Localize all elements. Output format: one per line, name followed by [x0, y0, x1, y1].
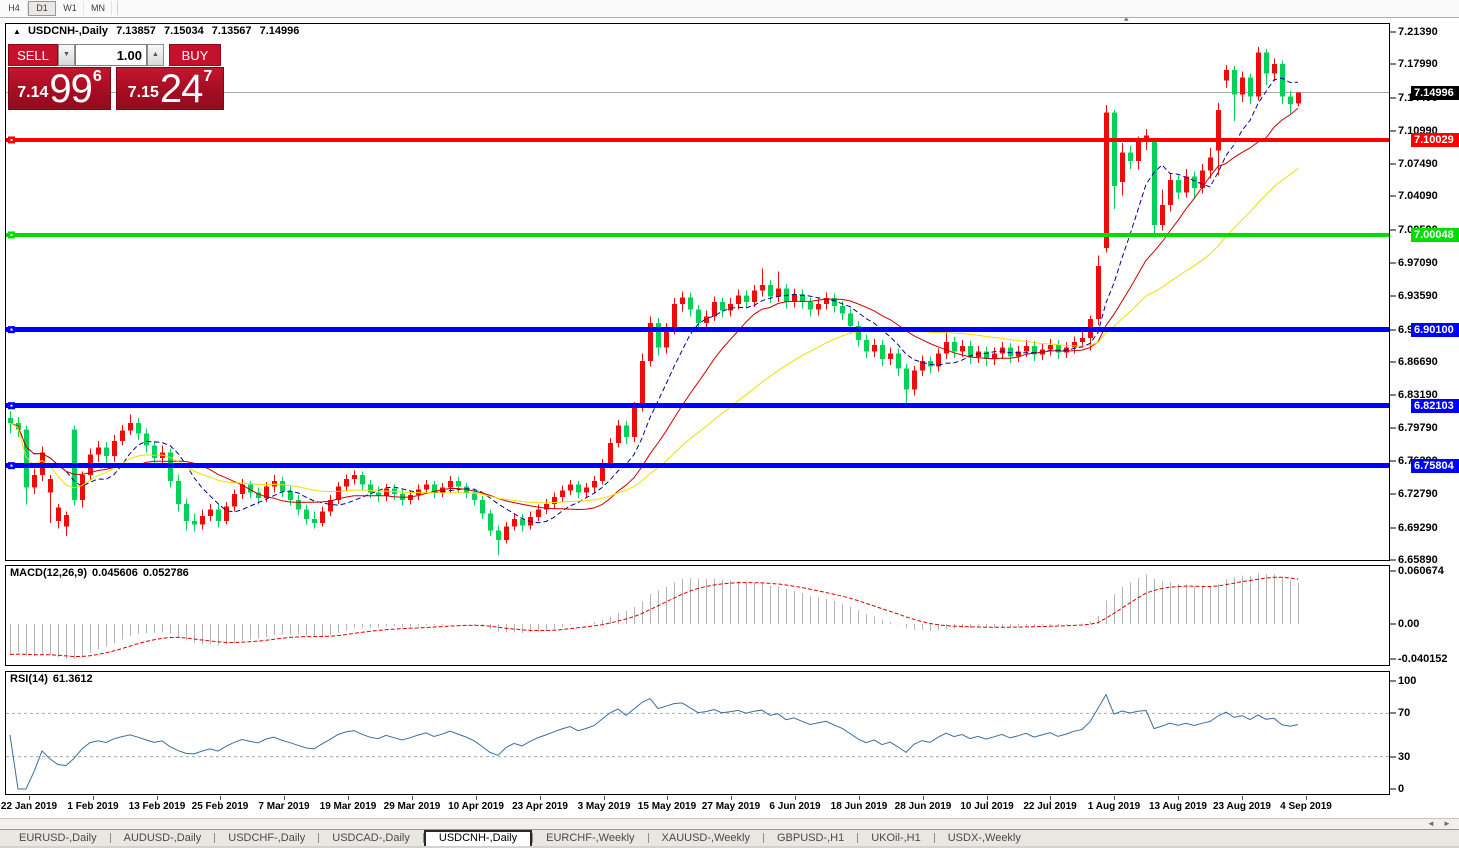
- rsi-label: RSI(14) 61.3612: [10, 673, 93, 685]
- scroll-left-icon[interactable]: ◄: [1427, 819, 1435, 828]
- macd-label: MACD(12,26,9) 0.045606 0.052786: [10, 567, 189, 579]
- buy-button[interactable]: BUY: [169, 44, 221, 66]
- collapse-triangle-icon[interactable]: ▲: [13, 27, 21, 36]
- buy-price-prefix: 7.15: [127, 84, 159, 101]
- tab-eurusd-daily[interactable]: EURUSD-,Daily: [19, 832, 97, 844]
- horizontal-scrollbar[interactable]: [0, 818, 1459, 830]
- tab-separator: [933, 833, 935, 843]
- rsi-line: [9, 693, 1299, 790]
- chart-shift-marker-icon[interactable]: ▴: [1124, 13, 1129, 23]
- sell-price-point: 6: [92, 68, 102, 85]
- open-value: 7.13857: [116, 25, 156, 37]
- tab-separator: [857, 833, 859, 843]
- chart-title: ▲ USDCNH-,Daily 7.13857 7.15034 7.13567 …: [13, 25, 304, 37]
- triangle-down-icon: ▼: [63, 51, 70, 58]
- volume-input[interactable]: [75, 44, 147, 66]
- timeframe-button-mn[interactable]: MN: [84, 1, 112, 16]
- toolbar-separator: [117, 1, 118, 15]
- tab-separator: [318, 833, 320, 843]
- buy-price-pips: 24: [159, 67, 203, 111]
- tab-xauusd-weekly[interactable]: XAUUSD-,Weekly: [661, 832, 750, 844]
- tab-separator: [532, 833, 534, 843]
- sell-price-button[interactable]: 7.14 99 6: [8, 67, 111, 110]
- tab-separator: [422, 833, 424, 843]
- volume-decrease-button[interactable]: ▼: [58, 44, 75, 66]
- ma-slow: [9, 168, 1299, 504]
- candles: [8, 46, 1301, 556]
- tab-usdchf-daily[interactable]: USDCHF-,Daily: [228, 832, 306, 844]
- scroll-right-icon[interactable]: ►: [1443, 819, 1451, 828]
- macd-main-value: 0.045606: [92, 567, 138, 579]
- sell-price-pips: 99: [49, 67, 92, 111]
- tab-separator: [762, 833, 764, 843]
- tab-ukoil-h1[interactable]: UKOil-,H1: [871, 832, 921, 844]
- one-click-trading-panel: SELL ▼ ▲ BUY 7.14 99 6 7.15 24 7: [8, 44, 224, 110]
- close-value: 7.14996: [259, 25, 300, 37]
- macd-histogram: [10, 573, 1299, 659]
- tab-usdcad-daily[interactable]: USDCAD-,Daily: [332, 832, 410, 844]
- macd-signal-line: [9, 576, 1299, 657]
- timeframe-button-h4[interactable]: H4: [0, 1, 28, 16]
- symbol-period-label: USDCNH-,Daily: [27, 25, 109, 37]
- tab-separator: [214, 833, 216, 843]
- volume-increase-button[interactable]: ▲: [147, 44, 164, 66]
- high-value: 7.15034: [163, 25, 204, 37]
- rsi-value: 61.3612: [52, 673, 93, 685]
- tab-separator: [109, 833, 111, 843]
- ma-mid: [9, 107, 1299, 511]
- macd-signal-value: 0.052786: [142, 567, 189, 579]
- low-value: 7.13567: [211, 25, 252, 37]
- tab-audusd-daily[interactable]: AUDUSD-,Daily: [123, 832, 202, 844]
- sell-price-prefix: 7.14: [17, 84, 49, 101]
- buy-price-point: 7: [203, 68, 213, 85]
- timeframe-toolbar: H4 D1 W1 MN: [0, 0, 1459, 18]
- timeframe-button-w1[interactable]: W1: [56, 1, 84, 16]
- tab-usdcnh-daily[interactable]: USDCNH-,Daily: [423, 830, 533, 846]
- tab-separator: [647, 833, 649, 843]
- chart-tabbar: EURUSD-,Daily AUDUSD-,Daily USDCHF-,Daily U…: [0, 829, 1459, 846]
- tab-gbpusd-h1[interactable]: GBPUSD-,H1: [776, 832, 845, 844]
- tab-usdx-weekly[interactable]: USDX-,Weekly: [947, 832, 1021, 844]
- tab-eurchf-weekly[interactable]: EURCHF-,Weekly: [546, 832, 635, 844]
- status-strip: [0, 846, 1459, 848]
- triangle-up-icon: ▲: [152, 51, 159, 58]
- sell-button[interactable]: SELL: [8, 44, 58, 66]
- timeframe-button-d1[interactable]: D1: [28, 1, 56, 16]
- buy-price-button[interactable]: 7.15 24 7: [116, 67, 224, 110]
